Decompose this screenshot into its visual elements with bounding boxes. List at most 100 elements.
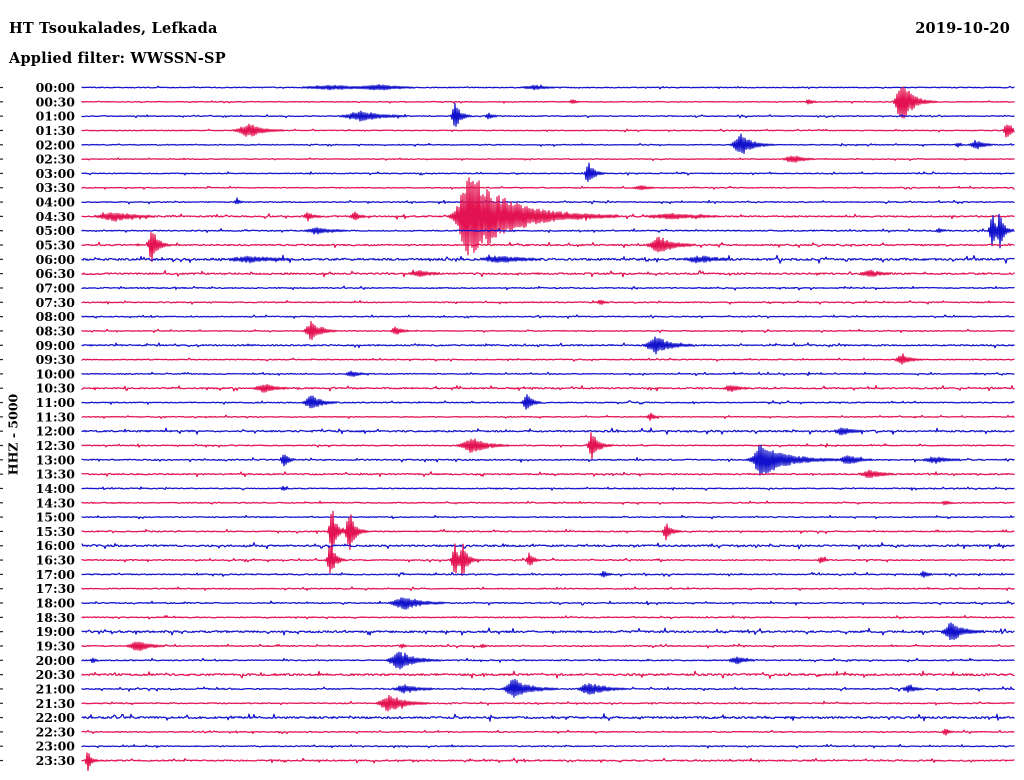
row-time-label: 09:30 (36, 352, 76, 367)
channel-scale-label: HHZ - 5000 (5, 393, 21, 476)
seismogram-trace-row (81, 543, 1015, 577)
seismogram-trace-row (81, 485, 1015, 491)
row-time-label: 20:30 (36, 667, 76, 682)
seismogram-trace-row (81, 713, 1015, 722)
seismogram-trace-row (81, 320, 1015, 341)
row-time-label: 22:30 (36, 724, 76, 739)
seismogram-trace-row (81, 162, 1015, 183)
seismogram-trace-row (81, 314, 1015, 319)
seismogram-trace-row (81, 177, 1015, 256)
seismogram-trace-row (81, 622, 1015, 641)
row-time-label: 01:30 (36, 123, 76, 138)
seismogram-trace-row (81, 83, 1015, 91)
row-time-label: 07:00 (36, 281, 76, 296)
row-time-label: 23:00 (36, 739, 76, 754)
seismogram-trace-row (81, 185, 1015, 191)
seismogram-trace-row (81, 123, 1015, 138)
row-time-label: 00:30 (36, 94, 76, 109)
row-time-label: 21:00 (36, 681, 76, 696)
row-time-label: 14:00 (36, 481, 76, 496)
seismogram-trace-row (81, 678, 1015, 698)
seismogram-trace-row (81, 353, 1015, 365)
seismogram-trace-row (81, 641, 1015, 652)
row-time-label: 21:30 (36, 696, 76, 711)
seismogram-trace-row (81, 432, 1015, 460)
seismogram-trace-row (81, 500, 1015, 506)
seismogram-trace-row (81, 285, 1015, 291)
row-time-label: 00:00 (36, 80, 76, 95)
seismogram-trace-row (81, 103, 1015, 127)
seismogram-trace-row (81, 197, 1015, 205)
row-time-label: 18:00 (36, 596, 76, 611)
seismogram-trace-row (81, 412, 1015, 421)
row-time-label: 12:00 (36, 424, 76, 439)
seismogram-trace-row (81, 514, 1015, 520)
seismogram-trace-row (81, 570, 1015, 578)
row-time-label: 08:30 (36, 323, 76, 338)
row-time-label: 12:30 (36, 438, 76, 453)
seismogram-trace-row (81, 299, 1015, 305)
row-time-label: 19:30 (36, 639, 76, 654)
row-time-label: 04:00 (36, 195, 76, 210)
row-time-label: 02:30 (36, 152, 76, 167)
seismogram-trace-row (81, 743, 1015, 749)
row-time-label: 16:30 (36, 553, 76, 568)
seismogram-trace-row (81, 651, 1015, 670)
row-time-label: 22:00 (36, 710, 76, 725)
seismogram-trace-row (81, 269, 1015, 278)
row-time-label: 18:30 (36, 610, 76, 625)
seismogram-trace-row (81, 383, 1015, 393)
row-time-label: 01:00 (36, 109, 76, 124)
row-time-label: 07:30 (36, 295, 76, 310)
row-time-label: 17:00 (36, 567, 76, 582)
seismogram-trace-row (81, 694, 1015, 712)
row-time-label: 16:00 (36, 538, 76, 553)
row-time-label: 10:00 (36, 366, 76, 381)
row-time-label: 04:30 (36, 209, 76, 224)
seismogram-trace-row (81, 586, 1015, 591)
row-time-label: 10:30 (36, 381, 76, 396)
seismogram-trace-row (81, 133, 1015, 155)
row-time-label: 20:00 (36, 653, 76, 668)
seismogram-trace-row (81, 86, 1015, 119)
row-time-label: 23:30 (36, 753, 76, 768)
seismogram-trace-row (81, 614, 1015, 620)
row-time-label: 14:30 (36, 495, 76, 510)
seismogram-trace-row (81, 444, 1015, 476)
seismogram-trace-row (81, 213, 1015, 249)
seismogram-trace-row (81, 728, 1015, 736)
seismogram-trace-row (81, 370, 1015, 378)
row-time-label: 06:30 (36, 266, 76, 281)
row-time-label: 03:30 (36, 180, 76, 195)
row-time-label: 15:00 (36, 510, 76, 525)
seismogram-trace-row (81, 670, 1015, 679)
row-time-label: 08:00 (36, 309, 76, 324)
seismogram-trace-row (81, 155, 1015, 163)
row-time-label: 11:00 (36, 395, 76, 410)
seismogram-trace-row (81, 232, 1015, 263)
row-time-label: 13:00 (36, 452, 76, 467)
station-title: HT Tsoukalades, Lefkada (9, 20, 218, 37)
seismogram-trace-row (81, 469, 1015, 479)
row-time-label: 17:30 (36, 581, 76, 596)
row-time-label: 06:00 (36, 252, 76, 267)
row-time-label: 15:30 (36, 524, 76, 539)
row-time-label: 05:00 (36, 223, 76, 238)
seismogram-trace-row (81, 542, 1015, 550)
seismogram-trace-row (81, 254, 1015, 264)
row-time-label: 19:00 (36, 624, 76, 639)
row-time-label: 09:00 (36, 338, 76, 353)
row-time-label: 11:30 (36, 409, 76, 424)
applied-filter-label: Applied filter: WWSSN-SP (9, 50, 226, 67)
record-date: 2019-10-20 (915, 20, 1010, 37)
seismogram-trace-row (81, 394, 1015, 410)
seismogram-trace-row (81, 752, 1015, 772)
seismogram-trace-row (81, 336, 1015, 355)
seismogram-trace-row (81, 427, 1015, 436)
row-time-label: 13:30 (36, 467, 76, 482)
seismogram-trace-row (81, 597, 1015, 610)
row-time-label: 03:00 (36, 166, 76, 181)
seismogram-trace-row (81, 510, 1015, 558)
